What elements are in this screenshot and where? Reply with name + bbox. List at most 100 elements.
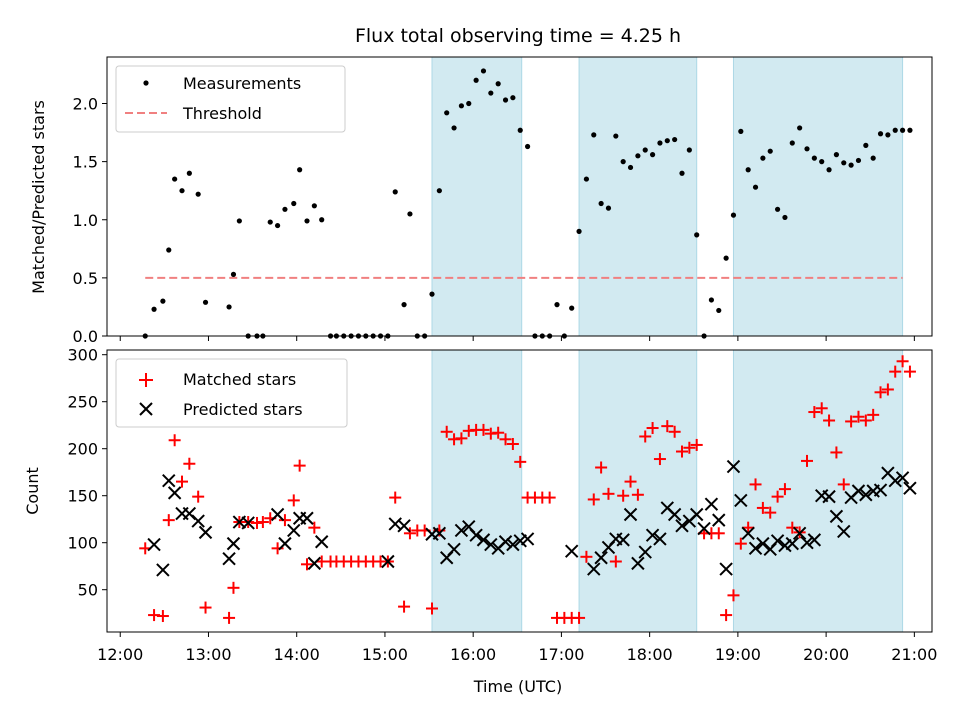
predicted-star-point bbox=[270, 507, 285, 522]
matched-star-point bbox=[668, 425, 681, 438]
measurement-point bbox=[179, 188, 185, 194]
measurement-point bbox=[267, 219, 273, 225]
measurement-point bbox=[892, 127, 898, 133]
bottom-legend: Matched stars Predicted stars bbox=[115, 358, 348, 428]
x-tick-label: 15:00 bbox=[362, 645, 408, 664]
measurement-point bbox=[311, 203, 317, 209]
predicted-star-stroke-b bbox=[520, 532, 535, 546]
predicted-star-point bbox=[829, 509, 844, 524]
matched-star-point bbox=[426, 602, 438, 615]
legend-matched-label: Matched stars bbox=[183, 370, 296, 389]
measurement-point bbox=[502, 97, 509, 103]
predicted-star-point bbox=[623, 507, 638, 522]
predicted-star-point bbox=[800, 535, 814, 550]
top-y-ticks: 0.0 0.5 1.0 1.5 2.0 bbox=[73, 95, 107, 346]
matched-star-point bbox=[859, 414, 872, 427]
matched-star-point bbox=[199, 601, 212, 614]
y-tick-label: 2.0 bbox=[73, 95, 98, 114]
matched-star-point bbox=[587, 493, 600, 506]
predicted-star-stroke-b bbox=[645, 528, 660, 542]
predicted-star-point bbox=[307, 556, 322, 571]
matched-star-point bbox=[595, 461, 608, 474]
predicted-star-point bbox=[520, 532, 535, 546]
predicted-star-point bbox=[162, 473, 176, 488]
measurement-point bbox=[877, 131, 884, 137]
shaded-interval bbox=[578, 56, 698, 337]
measurement-point bbox=[826, 167, 832, 173]
predicted-star-point bbox=[484, 537, 498, 552]
predicted-star-point bbox=[851, 484, 866, 498]
measurement-point bbox=[774, 206, 781, 212]
predicted-star-stroke-b bbox=[895, 471, 910, 485]
measurement-point bbox=[274, 222, 281, 229]
predicted-star-stroke-b bbox=[307, 556, 322, 571]
x-tick-label: 18:00 bbox=[627, 645, 673, 664]
y-tick-label: 1.0 bbox=[73, 211, 98, 230]
measurement-point bbox=[466, 100, 472, 107]
matched-star-point bbox=[837, 478, 850, 491]
measurement-point bbox=[392, 189, 398, 195]
predicted-star-point bbox=[616, 533, 630, 547]
measurement-point bbox=[576, 228, 582, 234]
measurement-point bbox=[833, 152, 840, 158]
matched-star-point bbox=[889, 365, 902, 378]
measurement-point bbox=[686, 147, 692, 153]
measurement-point bbox=[172, 176, 178, 182]
matched-star-point bbox=[227, 581, 240, 594]
measurement-point bbox=[745, 167, 751, 173]
bottom-y-axis-label: Count bbox=[23, 467, 42, 515]
measurement-point bbox=[598, 200, 604, 207]
measurement-point bbox=[304, 218, 310, 224]
predicted-star-stroke-b bbox=[719, 562, 733, 576]
top-x-ticks bbox=[119, 336, 915, 341]
x-tick-label: 12:00 bbox=[97, 645, 143, 664]
top-panel: 0.00.51.01.52.0 Matched/Predicted stars … bbox=[29, 56, 933, 346]
matched-star-point bbox=[771, 490, 784, 503]
predicted-star-stroke-b bbox=[675, 519, 689, 533]
predicted-star-point bbox=[564, 544, 579, 558]
matched-star-point bbox=[580, 550, 593, 563]
measurement-point bbox=[635, 153, 641, 159]
measurement-point bbox=[730, 212, 737, 218]
matched-star-point bbox=[661, 420, 674, 433]
measurement-point bbox=[407, 211, 413, 217]
measurement-point bbox=[752, 184, 759, 190]
measurement-point bbox=[694, 232, 700, 238]
matched-star-point bbox=[609, 555, 622, 568]
predicted-star-point bbox=[667, 507, 682, 522]
predicted-star-stroke-b bbox=[660, 501, 675, 515]
predicted-star-stroke-b bbox=[631, 556, 645, 571]
predicted-star-point bbox=[689, 507, 704, 522]
predicted-star-point bbox=[741, 526, 755, 541]
x-tick-label: 16:00 bbox=[450, 645, 496, 664]
predicted-star-point bbox=[469, 528, 483, 542]
predicted-star-stroke-b bbox=[859, 488, 873, 502]
predicted-star-stroke-b bbox=[594, 551, 608, 565]
matched-star-point bbox=[477, 423, 490, 436]
predicted-star-stroke-b bbox=[873, 483, 888, 497]
predicted-star-stroke-b bbox=[287, 523, 301, 538]
predicted-star-point bbox=[792, 526, 807, 541]
predicted-star-point bbox=[191, 514, 205, 528]
predicted-star-point bbox=[241, 516, 255, 530]
predicted-star-point bbox=[734, 493, 748, 508]
count-points bbox=[139, 355, 917, 624]
predicted-star-point bbox=[822, 489, 836, 504]
predicted-star-point bbox=[645, 528, 660, 542]
matched-star-point bbox=[852, 410, 865, 423]
predicted-star-point bbox=[476, 533, 491, 547]
matched-star-point bbox=[573, 611, 586, 624]
matched-star-point bbox=[176, 475, 188, 488]
predicted-star-stroke-b bbox=[888, 473, 902, 488]
matched-star-point bbox=[646, 422, 659, 435]
y-tick-label: 1.5 bbox=[73, 153, 98, 172]
matched-star-point bbox=[653, 453, 666, 466]
matched-star-point bbox=[256, 516, 269, 529]
predicted-star-stroke-b bbox=[881, 466, 895, 480]
measurement-point bbox=[451, 125, 457, 131]
predicted-star-point bbox=[873, 483, 888, 497]
top-y-axis-label: Matched/Predicted stars bbox=[29, 100, 48, 294]
predicted-star-point bbox=[719, 562, 733, 576]
predicted-star-stroke-b bbox=[741, 526, 755, 541]
